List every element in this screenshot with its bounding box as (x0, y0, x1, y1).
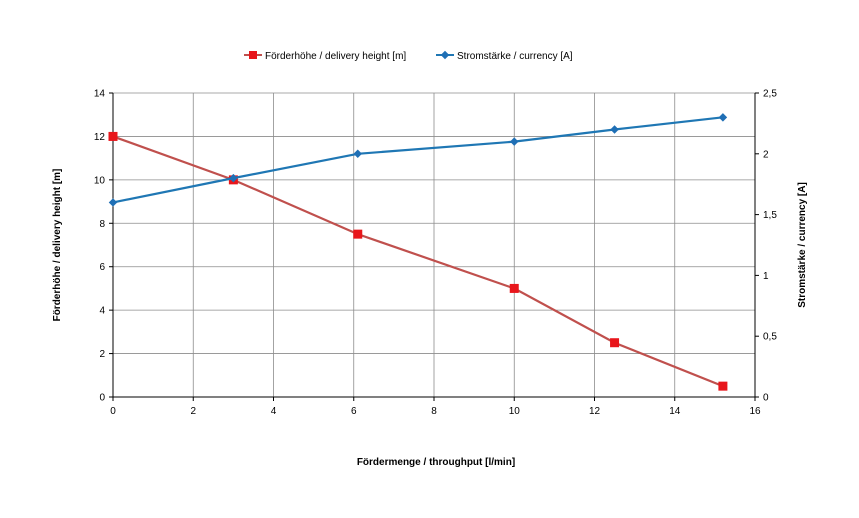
data-point-delivery-height (353, 229, 363, 239)
series-line-delivery-height (112, 135, 724, 388)
legend: Förderhöhe / delivery height [m] Stromst… (244, 50, 573, 62)
legend-item-delivery-height: Förderhöhe / delivery height [m] (244, 51, 406, 62)
y-right-tick-label: 1 (763, 271, 769, 282)
axes (109, 92, 759, 401)
legend-label-currency: Stromstärke / currency [A] (457, 51, 573, 62)
y-left-tick-label: 14 (94, 89, 106, 100)
y-left-tick-label: 4 (99, 306, 105, 317)
y-right-tick-label: 2 (763, 149, 769, 160)
y-left-tick-label: 2 (99, 349, 105, 360)
y-axis-right-title: Stromstärke / currency [A] (797, 182, 808, 308)
x-tick-label: 8 (431, 406, 437, 417)
data-point-currency (108, 198, 118, 207)
x-tick-label: 0 (110, 406, 116, 417)
x-tick-label: 14 (669, 406, 681, 417)
legend-marker-delivery-height (249, 51, 257, 59)
data-point-currency (718, 113, 728, 122)
x-tick-label: 6 (351, 406, 357, 417)
x-tick-label: 16 (749, 406, 761, 417)
data-point-currency (610, 125, 619, 134)
y-right-tick-label: 1,5 (763, 210, 777, 221)
x-tick-label: 4 (271, 406, 277, 417)
data-point-currency (353, 149, 363, 159)
y-right-tick-label: 2,5 (763, 89, 777, 100)
data-point-delivery-height (718, 381, 728, 391)
y-left-tick-label: 12 (94, 132, 106, 143)
x-tick-label: 2 (190, 406, 196, 417)
y-left-tick-label: 10 (94, 175, 106, 186)
data-point-currency (229, 173, 238, 183)
legend-item-currency: Stromstärke / currency [A] (436, 50, 573, 62)
data-point-delivery-height (108, 131, 118, 141)
data-point-delivery-height (610, 338, 620, 348)
series-layer (108, 113, 728, 391)
legend-label-delivery-height: Förderhöhe / delivery height [m] (265, 51, 406, 62)
y-right-tick-label: 0 (763, 393, 769, 404)
legend-marker-currency (440, 50, 450, 60)
data-point-delivery-height (509, 283, 519, 293)
x-axis-title: Fördermenge / throughput [l/min] (357, 457, 515, 468)
y-left-tick-label: 8 (99, 219, 105, 230)
y-left-tick-label: 6 (99, 262, 105, 273)
data-point-currency (510, 137, 519, 146)
series-line-currency (112, 116, 724, 204)
x-tick-label: 12 (589, 406, 601, 417)
x-tick-label: 10 (509, 406, 521, 417)
y-left-tick-label: 0 (99, 393, 105, 404)
y-right-tick-label: 0,5 (763, 332, 777, 343)
y-axis-left-title: Förderhöhe / delivery height [m] (52, 169, 63, 322)
gridlines (113, 92, 755, 397)
